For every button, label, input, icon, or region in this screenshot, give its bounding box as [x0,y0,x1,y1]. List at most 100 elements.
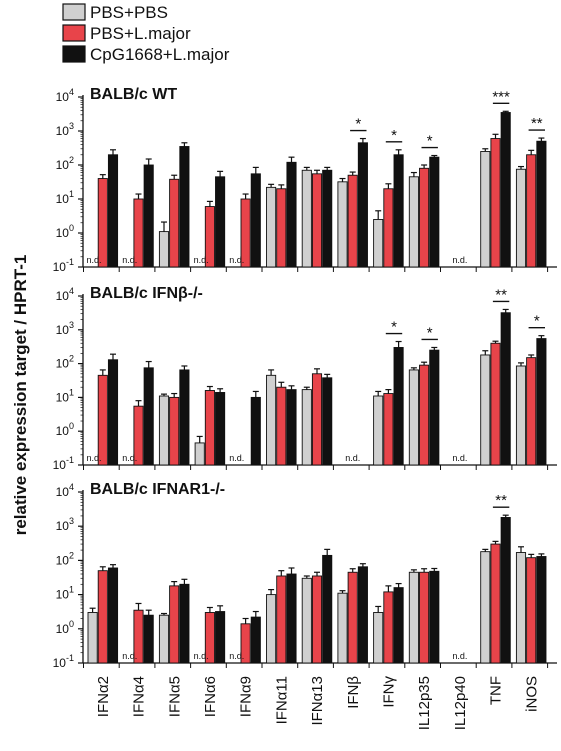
bar [97,374,108,466]
bar [266,186,277,268]
bar [347,571,358,664]
legend-label: CpG1668+L.major [90,45,230,64]
nd-label: n.d. [229,255,244,265]
bar [266,374,277,466]
y-tick-exponent: 4 [69,482,74,492]
nd-label: n.d. [86,453,101,463]
bar [311,575,323,664]
bar [204,206,215,268]
y-tick-base: 10 [56,124,70,138]
x-tick-label: IFNα13 [309,676,326,726]
legend-label: PBS+PBS [90,3,168,22]
y-tick-base: 10 [56,289,70,303]
panel-title: BALB/c IFNAR1-/- [90,481,225,498]
significance-stars: * [427,324,433,341]
bar [480,551,491,664]
bar [408,571,419,664]
legend-swatch [62,45,86,63]
y-tick-label: 10-1 [53,653,74,670]
bar [266,594,277,664]
bar [408,369,419,466]
y-tick-label: 101 [56,585,74,602]
bar [179,369,190,466]
nd-label: n.d. [194,651,209,661]
y-tick-exponent: 0 [69,619,74,629]
bar [393,587,404,664]
y-tick-exponent: 2 [69,550,74,560]
y-tick-exponent: -1 [66,653,74,663]
nd-label: n.d. [122,255,137,265]
bar [419,364,430,466]
x-tick-label: IFNα2 [95,676,112,717]
nd-label: n.d. [86,255,101,265]
bar [500,517,511,664]
bar [107,567,119,664]
y-tick-exponent: -1 [66,455,74,465]
bar [240,198,251,268]
panel-title: BALB/c IFNβ-/- [90,285,203,302]
x-tick-label: IL12p35 [416,676,433,730]
bar [480,151,491,268]
bar [107,359,119,466]
y-tick-label: 100 [56,223,74,240]
x-tick-label: IFNα6 [202,676,219,717]
nd-label: n.d. [122,651,137,661]
bar [215,611,226,664]
nd-label: n.d. [452,453,467,463]
bar [500,112,511,268]
bar [515,168,527,268]
bar [286,573,297,664]
y-tick-label: 104 [56,482,74,499]
bar [393,347,404,466]
legend-swatch [62,24,86,42]
bar [87,612,98,664]
x-tick-label: IFNα5 [166,676,183,717]
x-tick-label: IFNα9 [238,676,255,717]
x-tick-label: IFNγ [380,676,397,708]
bar [158,395,170,466]
bar [240,623,251,664]
bar [429,156,440,268]
bar [169,396,180,466]
y-tick-base: 10 [56,357,70,371]
x-tick-label: iNOS [523,676,540,712]
bar [97,178,108,268]
x-tick-label: IFNα4 [131,676,148,717]
bar [500,312,511,466]
x-tick-labels: IFNα2 IFNα4 IFNα5 IFNα6 IFNα9 IFNα11 IFNα13 IFN… [95,676,540,731]
bar [536,338,547,466]
y-tick-label: 102 [56,550,74,567]
bar [515,365,527,466]
bar [526,357,537,466]
bar [301,389,312,466]
bar [337,181,348,268]
bar [536,556,547,664]
legend-swatch [62,3,86,21]
bar [490,138,501,268]
bar [97,570,108,664]
legend: PBS+PBS PBS+L.major CpG1668+L.major [62,3,230,64]
bar [490,342,501,466]
bar [373,395,384,466]
y-tick-label: 101 [56,189,74,206]
y-tick-label: 103 [56,121,74,138]
y-tick-label: 103 [56,516,74,533]
bar [480,354,491,466]
bar [204,612,215,664]
bar [322,377,333,466]
significance-stars: * [355,116,361,133]
significance-stars: *** [492,88,510,105]
bar [179,583,190,664]
y-tick-exponent: 4 [69,87,74,97]
y-tick-base: 10 [56,553,70,567]
nd-label: n.d. [452,255,467,265]
bar [383,188,394,268]
bar [408,176,419,268]
significance-stars: ** [495,492,507,509]
y-tick-exponent: 3 [69,121,74,131]
y-tick-exponent: -1 [66,257,74,267]
bar [250,173,261,268]
bar [250,616,261,664]
